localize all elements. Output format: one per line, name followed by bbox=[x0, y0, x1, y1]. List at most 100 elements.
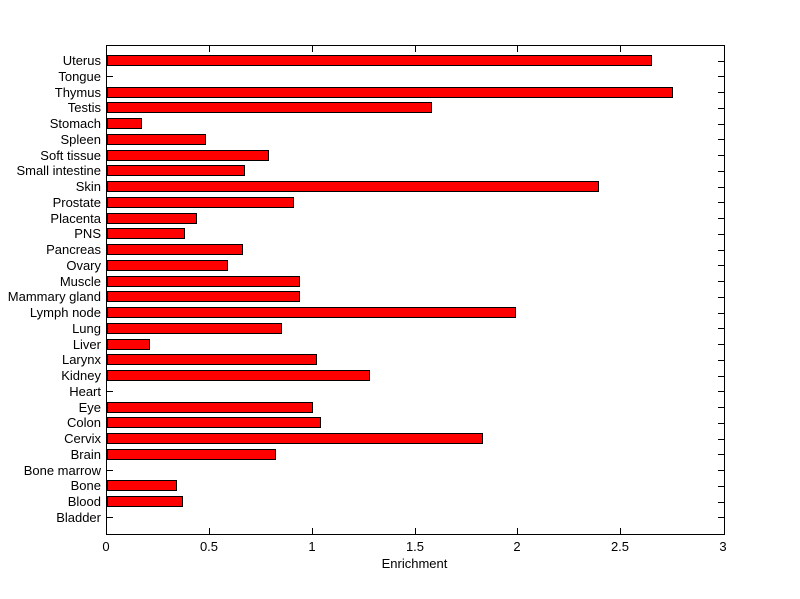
y-tick-label-placenta: Placenta bbox=[50, 211, 101, 226]
y-tick-label-colon: Colon bbox=[67, 415, 101, 430]
y-tick-label-bladder: Bladder bbox=[56, 510, 101, 525]
y-tick-right-colon bbox=[718, 423, 724, 424]
y-tick-right-heart bbox=[718, 391, 724, 392]
bar-thymus bbox=[107, 87, 673, 98]
y-tick-label-soft-tissue: Soft tissue bbox=[40, 148, 101, 163]
y-tick-right-bone bbox=[718, 486, 724, 487]
y-tick-right-muscle bbox=[718, 281, 724, 282]
y-tick-label-small-intestine: Small intestine bbox=[16, 163, 101, 178]
x-tick-label-0.5: 0.5 bbox=[199, 539, 219, 554]
y-tick-right-soft-tissue bbox=[718, 155, 724, 156]
y-tick-label-testis: Testis bbox=[67, 100, 101, 115]
y-tick-right-blood bbox=[718, 502, 724, 503]
y-tick-right-prostate bbox=[718, 202, 724, 203]
y-tick-label-lung: Lung bbox=[72, 321, 101, 336]
x-tick-label-2: 2 bbox=[513, 539, 521, 554]
x-tick-label-3: 3 bbox=[719, 539, 727, 554]
y-tick-label-spleen: Spleen bbox=[60, 132, 101, 147]
y-tick-label-lymph-node: Lymph node bbox=[29, 305, 101, 320]
x-axis-title: Enrichment bbox=[381, 556, 448, 571]
bar-uterus bbox=[107, 55, 652, 66]
y-tick-label-prostate: Prostate bbox=[52, 195, 101, 210]
y-tick-label-blood: Blood bbox=[67, 494, 101, 509]
bar-pns bbox=[107, 228, 185, 239]
x-tick-label-0: 0 bbox=[102, 539, 110, 554]
x-tick-label-1.5: 1.5 bbox=[405, 539, 425, 554]
y-tick-label-skin: Skin bbox=[75, 179, 101, 194]
x-tick-top-0.5 bbox=[209, 46, 210, 52]
y-tick-right-tongue bbox=[718, 76, 724, 77]
bar-small-intestine bbox=[107, 165, 245, 176]
y-tick-label-stomach: Stomach bbox=[49, 116, 101, 131]
bar-liver bbox=[107, 339, 150, 350]
bar-eye bbox=[107, 402, 313, 413]
bar-brain bbox=[107, 449, 276, 460]
y-tick-label-ovary: Ovary bbox=[66, 258, 101, 273]
bar-soft-tissue bbox=[107, 150, 269, 161]
y-tick-left-bone-marrow bbox=[107, 470, 113, 471]
bar-ovary bbox=[107, 260, 228, 271]
y-tick-right-larynx bbox=[718, 360, 724, 361]
bar-blood bbox=[107, 496, 183, 507]
y-tick-right-pancreas bbox=[718, 250, 724, 251]
y-tick-right-liver bbox=[718, 344, 724, 345]
x-tick-bottom-2 bbox=[517, 528, 518, 534]
bar-kidney bbox=[107, 370, 370, 381]
y-tick-left-tongue bbox=[107, 76, 113, 77]
y-tick-right-eye bbox=[718, 407, 724, 408]
y-tick-label-thymus: Thymus bbox=[54, 85, 101, 100]
y-tick-label-heart: Heart bbox=[69, 384, 101, 399]
y-tick-right-testis bbox=[718, 108, 724, 109]
bar-skin bbox=[107, 181, 599, 192]
y-tick-right-brain bbox=[718, 454, 724, 455]
y-tick-label-mammary-gland: Mammary gland bbox=[7, 289, 101, 304]
y-tick-right-bladder bbox=[718, 517, 724, 518]
y-tick-left-heart bbox=[107, 391, 113, 392]
x-tick-top-1 bbox=[312, 46, 313, 52]
x-tick-top-2.5 bbox=[620, 46, 621, 52]
y-tick-label-tongue: Tongue bbox=[58, 69, 101, 84]
x-tick-bottom-0.5 bbox=[209, 528, 210, 534]
y-tick-right-thymus bbox=[718, 92, 724, 93]
y-tick-label-muscle: Muscle bbox=[59, 274, 101, 289]
bar-muscle bbox=[107, 276, 300, 287]
bar-cervix bbox=[107, 433, 483, 444]
bar-pancreas bbox=[107, 244, 243, 255]
y-tick-right-pns bbox=[718, 234, 724, 235]
bar-mammary-gland bbox=[107, 291, 300, 302]
y-tick-label-bone: Bone bbox=[70, 478, 101, 493]
y-tick-label-pns: PNS bbox=[74, 226, 101, 241]
y-tick-label-liver: Liver bbox=[72, 337, 101, 352]
bar-placenta bbox=[107, 213, 197, 224]
y-tick-right-kidney bbox=[718, 376, 724, 377]
y-tick-left-bladder bbox=[107, 517, 113, 518]
x-tick-label-1: 1 bbox=[308, 539, 316, 554]
y-tick-right-cervix bbox=[718, 439, 724, 440]
y-tick-right-mammary-gland bbox=[718, 297, 724, 298]
y-tick-right-ovary bbox=[718, 265, 724, 266]
bar-lung bbox=[107, 323, 282, 334]
x-tick-bottom-1 bbox=[312, 528, 313, 534]
y-tick-right-uterus bbox=[718, 61, 724, 62]
plot-area bbox=[106, 45, 725, 535]
y-tick-right-small-intestine bbox=[718, 171, 724, 172]
bar-larynx bbox=[107, 354, 317, 365]
y-tick-right-stomach bbox=[718, 124, 724, 125]
y-tick-label-brain: Brain bbox=[70, 447, 101, 462]
x-tick-top-1.5 bbox=[415, 46, 416, 52]
bar-lymph-node bbox=[107, 307, 516, 318]
y-tick-label-cervix: Cervix bbox=[64, 431, 101, 446]
bar-colon bbox=[107, 417, 321, 428]
y-tick-right-skin bbox=[718, 187, 724, 188]
y-tick-label-larynx: Larynx bbox=[61, 352, 101, 367]
y-tick-label-kidney: Kidney bbox=[61, 368, 101, 383]
bar-testis bbox=[107, 102, 432, 113]
y-tick-right-bone-marrow bbox=[718, 470, 724, 471]
x-tick-bottom-2.5 bbox=[620, 528, 621, 534]
y-tick-right-lymph-node bbox=[718, 313, 724, 314]
y-tick-label-uterus: Uterus bbox=[62, 53, 101, 68]
y-tick-right-spleen bbox=[718, 139, 724, 140]
bar-spleen bbox=[107, 134, 206, 145]
x-tick-bottom-1.5 bbox=[415, 528, 416, 534]
